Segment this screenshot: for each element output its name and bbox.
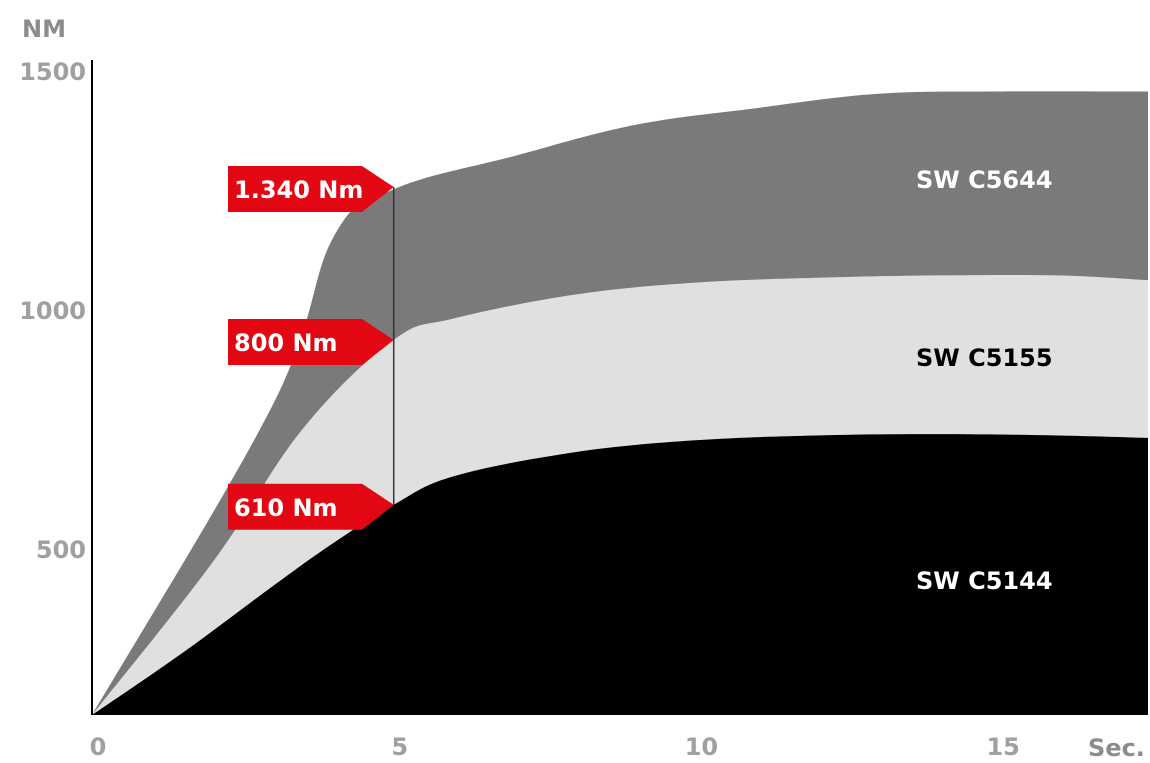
x-axis-ticks: 0 5 10 15 xyxy=(90,733,1020,761)
y-axis-ticks: 500 1000 1500 xyxy=(19,58,86,564)
area-sw-c5144 xyxy=(92,434,1148,715)
y-axis-label: NM xyxy=(22,15,66,43)
callout-1-340-nm: 1.340 Nm xyxy=(228,166,394,213)
callout-arrow-shape xyxy=(228,483,394,530)
series-areas xyxy=(92,91,1148,716)
series-labels: SW C5644 SW C5155 SW C5144 xyxy=(916,166,1053,595)
y-tick-label: 500 xyxy=(36,536,86,564)
series-label-sw-c5644: SW C5644 xyxy=(916,166,1053,194)
callout-label: 800 Nm xyxy=(234,329,338,357)
callout-label: 1.340 Nm xyxy=(234,176,363,204)
x-tick-label: 5 xyxy=(391,733,408,761)
x-axis-label: Sec. xyxy=(1088,734,1145,762)
callout-800-nm: 800 Nm xyxy=(228,318,394,365)
callout-arrow-shape xyxy=(228,166,394,213)
torque-callouts: 1.340 Nm 800 Nm 610 Nm xyxy=(228,166,394,530)
series-label-sw-c5155: SW C5155 xyxy=(916,344,1053,372)
callout-label: 610 Nm xyxy=(234,494,338,522)
x-tick-label: 15 xyxy=(986,733,1019,761)
callout-arrow-shape xyxy=(228,318,394,365)
x-tick-label: 10 xyxy=(685,733,718,761)
y-tick-label: 1500 xyxy=(19,58,86,86)
x-tick-label: 0 xyxy=(90,733,107,761)
y-tick-label: 1000 xyxy=(19,297,86,325)
series-label-sw-c5144: SW C5144 xyxy=(916,567,1053,595)
callout-610-nm: 610 Nm xyxy=(228,483,394,530)
